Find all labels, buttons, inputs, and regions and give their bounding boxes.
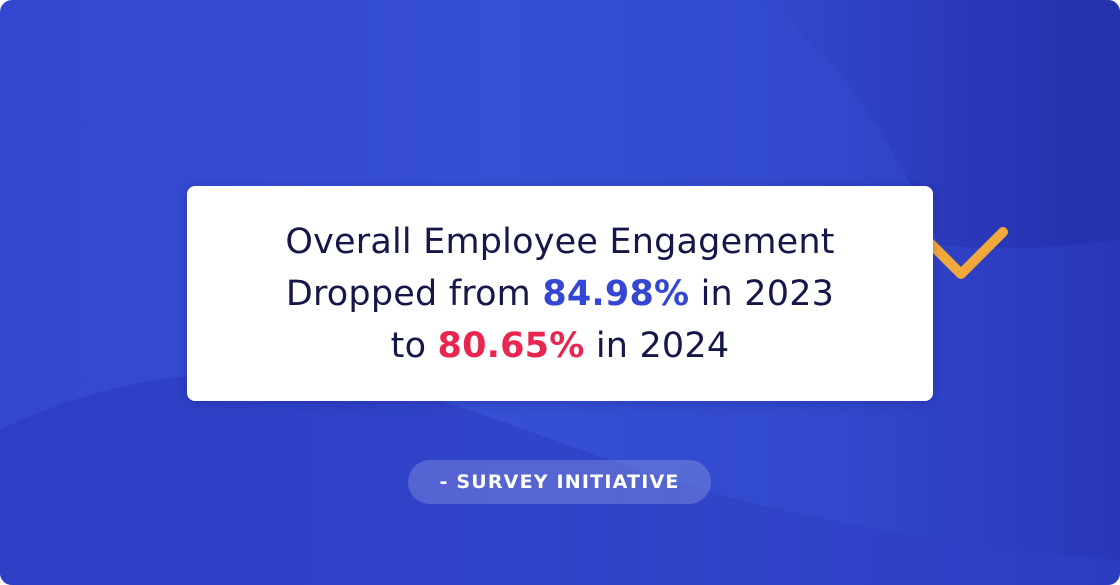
value-2023: 84.98% — [542, 273, 690, 314]
value-2024: 80.65% — [437, 325, 585, 366]
headline-line-2-suffix: in 2023 — [689, 273, 835, 314]
headline-line-2-prefix: Dropped from — [285, 273, 543, 314]
headline-card: Overall Employee Engagement Dropped from… — [187, 186, 933, 401]
headline-line-3-suffix: in 2024 — [584, 325, 730, 366]
arrow-down-icon — [914, 130, 1008, 279]
headline-text: Overall Employee Engagement Dropped from… — [285, 216, 834, 372]
headline-line-1: Overall Employee Engagement — [285, 221, 835, 262]
headline-line-3-prefix: to — [390, 325, 438, 366]
attribution-label: - SURVEY INITIATIVE — [439, 471, 680, 493]
attribution-badge: - SURVEY INITIATIVE — [408, 460, 711, 504]
